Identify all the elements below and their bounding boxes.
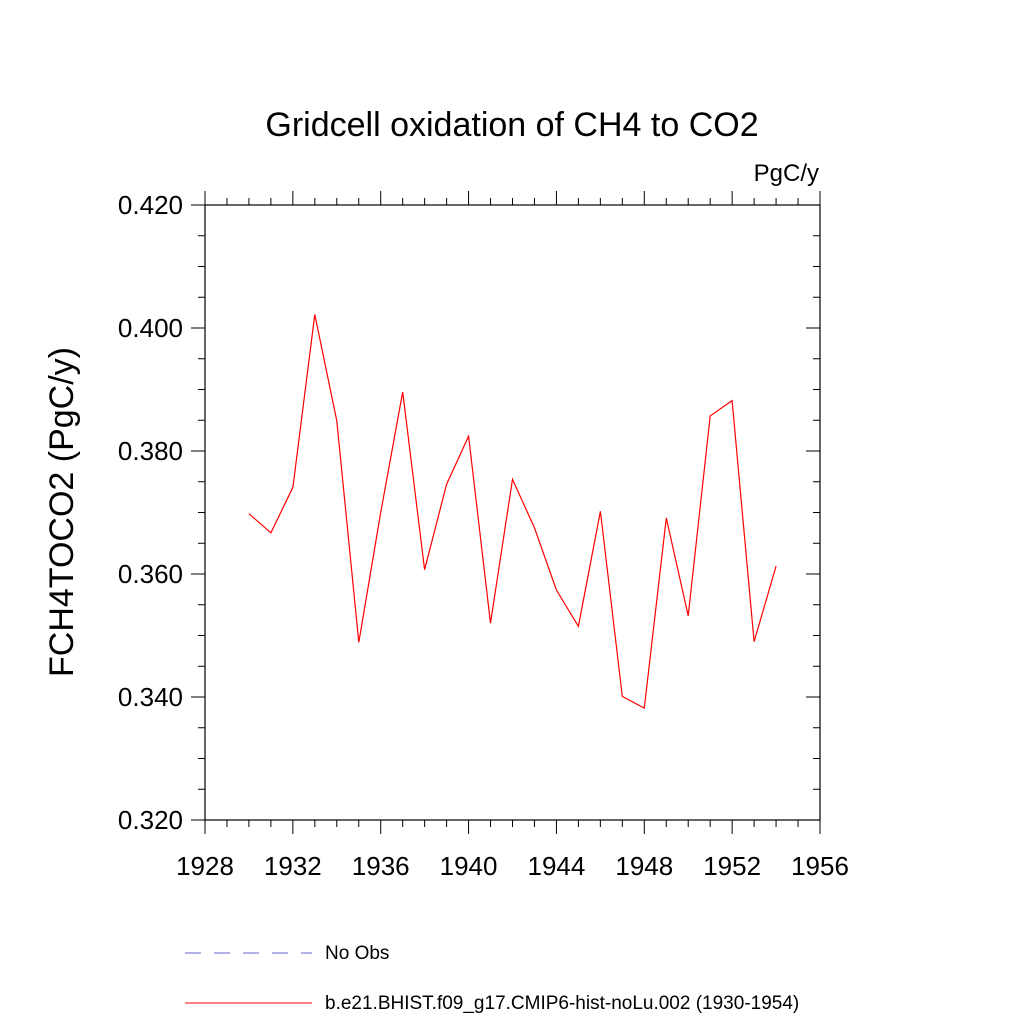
legend: No Obs b.e21.BHIST.f09_g17.CMIP6-hist-noL… [185,943,799,1014]
x-tick-label: 1952 [703,851,761,881]
legend-label: b.e21.BHIST.f09_g17.CMIP6-hist-noLu.002 … [325,993,799,1014]
y-tick-label: 0.360 [118,559,183,589]
y-tick-label: 0.380 [118,436,183,466]
x-tick-label: 1956 [791,851,849,881]
y-tick-label: 0.400 [118,313,183,343]
units-label: PgC/y [754,160,819,187]
y-tick-label: 0.340 [118,682,183,712]
y-tick-label: 0.320 [118,805,183,835]
y-tick-label: 0.420 [118,190,183,220]
x-tick-label: 1940 [440,851,498,881]
x-tick-label: 1948 [615,851,673,881]
plot-frame [204,204,821,821]
x-tick-label: 1944 [528,851,586,881]
x-tick-label: 1936 [352,851,410,881]
series-line [248,314,777,710]
x-tick-label: 1928 [176,851,234,881]
legend-label: No Obs [325,943,389,964]
plot-area: 0.320 0.340 0.360 0.380 0.400 0.420 1928 1932 19… [118,190,849,881]
x-tick-label: 1932 [264,851,322,881]
y-axis-label: FCH4TOCO2 (PgC/y) [43,347,81,677]
chart-title: Gridcell oxidation of CH4 to CO2 [265,106,758,144]
